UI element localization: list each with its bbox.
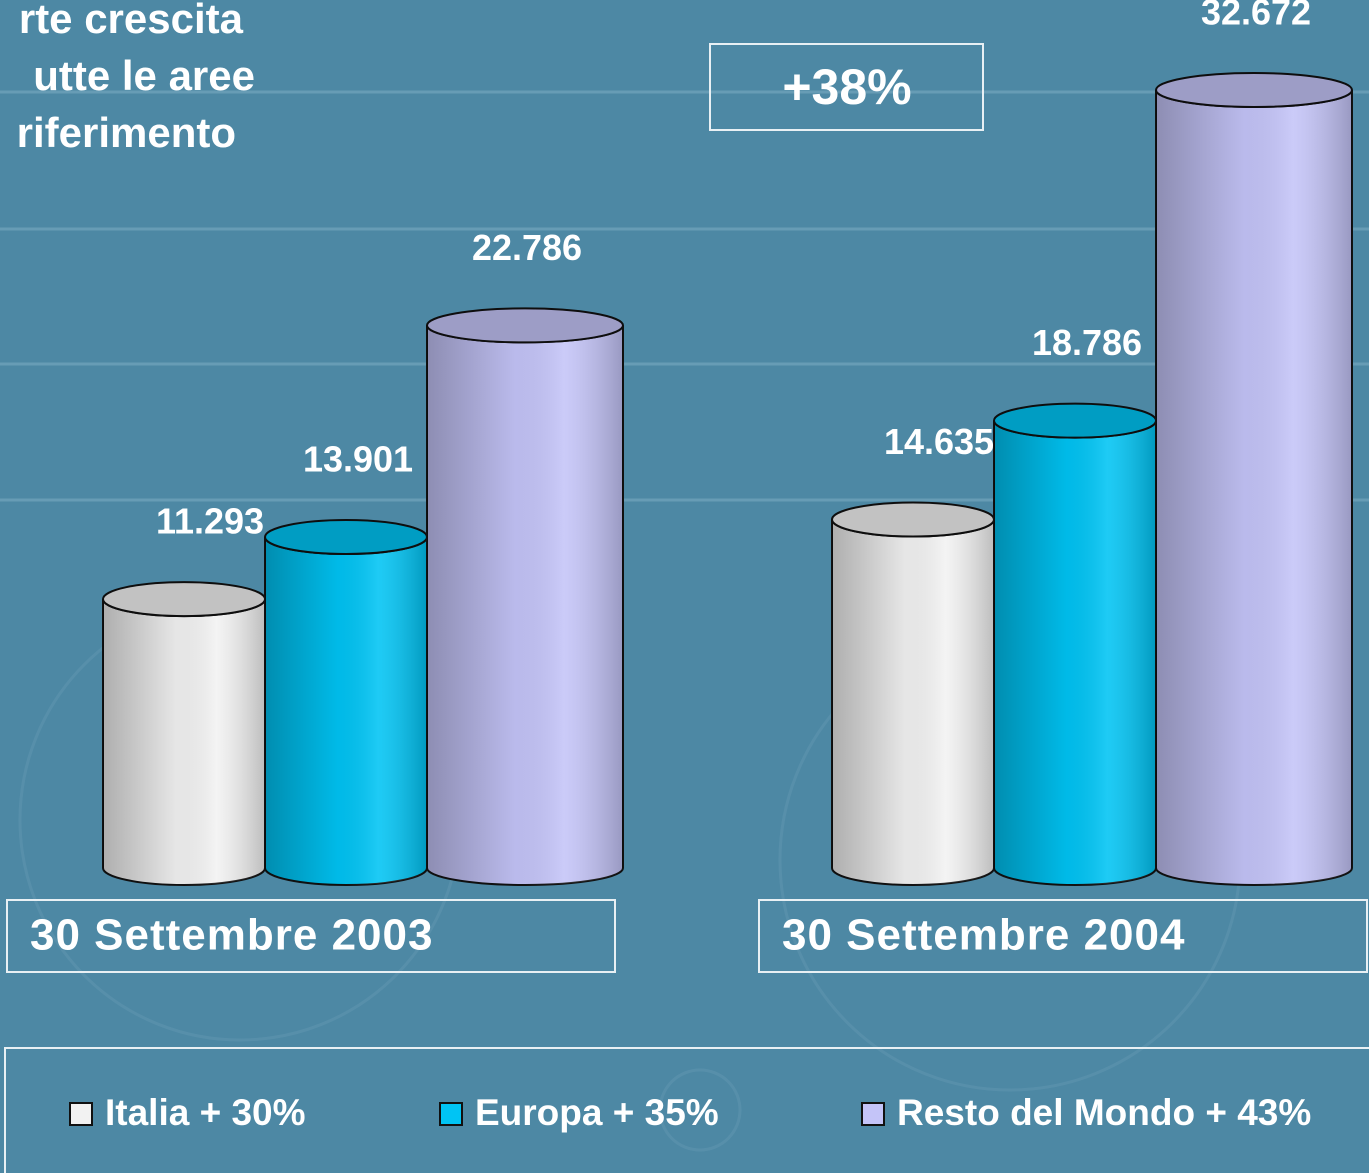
title-line: riferimento (17, 109, 236, 156)
annotation-box (709, 43, 984, 131)
data-label: 13.901 (303, 438, 413, 479)
data-label: 18.786 (1032, 322, 1142, 363)
data-label: 32.672 (1201, 0, 1311, 33)
legend-label: Resto del Mondo + 43% (897, 1092, 1311, 1133)
bar-top (102, 581, 266, 618)
title-line: rte crescita (19, 0, 244, 42)
legend-swatch (861, 1102, 885, 1126)
data-label: 11.293 (156, 501, 264, 542)
data-label: 14.635 (884, 421, 994, 462)
bar-shade (427, 325, 623, 885)
annotation: +38% (782, 59, 911, 115)
legend-label: Italia + 30% (105, 1092, 306, 1133)
bar-shade (994, 420, 1156, 885)
category-label: 30 Settembre 2003 (30, 911, 433, 960)
bar-top (426, 307, 624, 344)
legend-box (4, 1047, 1369, 1173)
legend-swatch (69, 1102, 93, 1126)
data-label: 22.786 (472, 227, 582, 268)
bar-top (264, 518, 428, 555)
bar-shade (103, 599, 265, 885)
bar-top (1155, 72, 1353, 108)
bar-shade (832, 519, 994, 885)
bar-shade (265, 536, 427, 885)
bar-top (993, 402, 1157, 439)
category-label: 30 Settembre 2004 (782, 911, 1185, 960)
category-box (758, 899, 1368, 973)
legend-label: Europa + 35% (475, 1092, 719, 1133)
title-line: utte le aree (33, 52, 255, 99)
category-box (6, 899, 616, 973)
bar-top (831, 501, 995, 538)
bar-shade (1156, 90, 1352, 885)
legend-swatch (439, 1102, 463, 1126)
